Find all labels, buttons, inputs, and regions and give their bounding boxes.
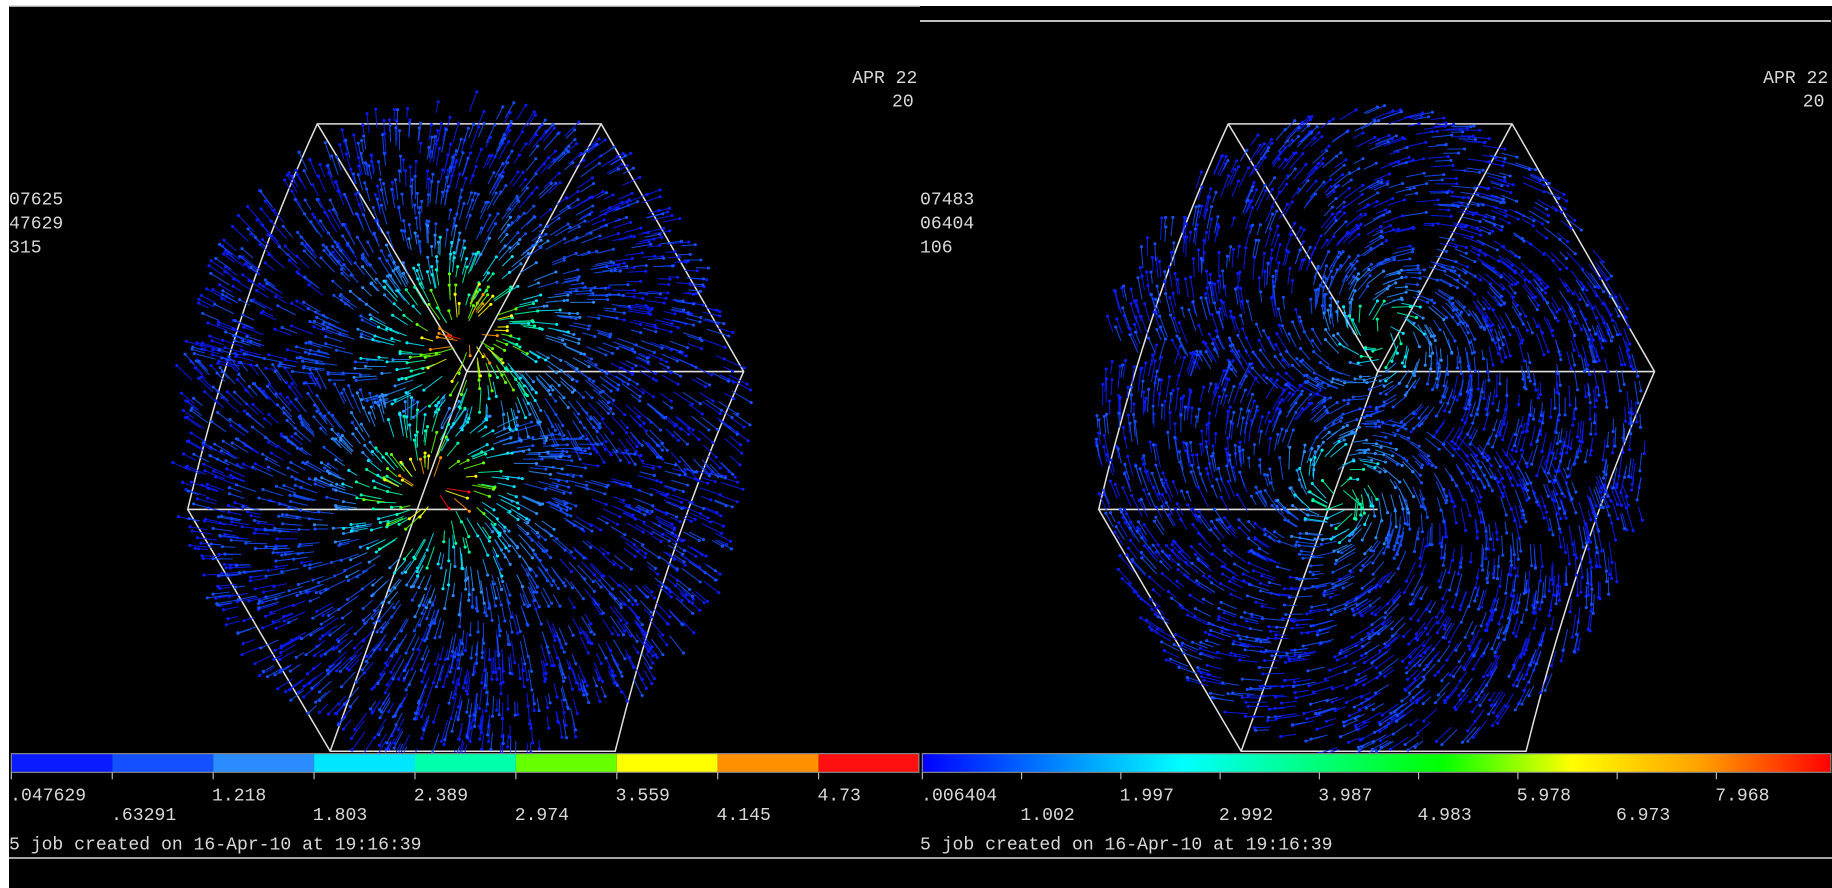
legend-label: .006404 xyxy=(921,786,997,806)
vector-arrows xyxy=(399,294,498,512)
vector-arrows xyxy=(1309,300,1417,529)
legend-label: 4.73 xyxy=(817,786,860,806)
info-text: 07483 xyxy=(920,190,974,210)
vector-arrows xyxy=(439,334,470,509)
colorbar xyxy=(922,753,1831,773)
vector-arrows xyxy=(356,252,540,569)
vector-arrow-tips xyxy=(1293,299,1426,545)
legend-label: 3.559 xyxy=(616,786,670,806)
legend-label: 4.145 xyxy=(717,806,771,826)
info-text: 06404 xyxy=(920,214,974,234)
footer-text: 5 job created on 16-Apr-10 at 19:16:39 xyxy=(9,835,422,855)
legend-label: 2.389 xyxy=(414,786,468,806)
colorbar-segment xyxy=(314,753,415,773)
vector-arrows xyxy=(172,91,751,765)
legend-label: 1.803 xyxy=(313,806,367,826)
colorbar-segment xyxy=(112,753,214,773)
legend-label: 7.968 xyxy=(1715,786,1769,806)
footer-text: 5 job created on 16-Apr-10 at 19:16:39 xyxy=(920,835,1332,855)
legend-label: 1.218 xyxy=(212,786,266,806)
colorbar-segment xyxy=(818,753,920,773)
colorbar-border xyxy=(921,753,1832,773)
vector-arrow-tips xyxy=(1094,104,1643,759)
vector-arrow-tips xyxy=(1276,267,1454,562)
colorbar-segment xyxy=(414,753,516,773)
vector-arrow-tips xyxy=(1308,299,1419,530)
left-panel: APR 22 20 07625 47629 315 .047629 .63291 1.218 1… xyxy=(9,4,920,855)
date: APR 22 xyxy=(852,69,917,89)
legend-label: 6.973 xyxy=(1616,806,1670,826)
colorbar-border xyxy=(10,753,920,773)
vector-arrow-tips xyxy=(341,235,570,591)
colorbar-segment xyxy=(213,753,315,773)
date: APR 22 xyxy=(1763,69,1828,89)
year: 20 xyxy=(1803,92,1825,112)
info-text: 47629 xyxy=(9,214,63,234)
vector-arrow-tips xyxy=(398,293,499,513)
legend-label: .63291 xyxy=(111,806,176,826)
legend-label: 1.997 xyxy=(1120,786,1174,806)
cube-edges xyxy=(1098,123,1655,752)
colorbar-segment xyxy=(11,753,113,773)
year: 20 xyxy=(892,92,914,112)
legend-label: 1.002 xyxy=(1020,806,1074,826)
vector-arrows xyxy=(184,102,752,766)
colorbar-segment xyxy=(717,753,819,773)
legend-label: .047629 xyxy=(10,786,86,806)
legend-label: 3.987 xyxy=(1318,786,1372,806)
info-text: 315 xyxy=(9,238,42,258)
vector-arrow-tips xyxy=(312,215,596,619)
legend-label: 4.983 xyxy=(1417,806,1471,826)
vector-arrows xyxy=(1277,269,1453,561)
info-text: 07625 xyxy=(9,190,63,210)
legend-label: 2.992 xyxy=(1219,806,1273,826)
vector-arrow-tips xyxy=(446,333,471,511)
vector-arrow-tips xyxy=(383,282,514,521)
colorbar-segment xyxy=(515,753,617,773)
vector-arrows xyxy=(384,284,512,520)
legend-label: 2.974 xyxy=(515,806,569,826)
info-text: 106 xyxy=(920,238,953,258)
cube-outline xyxy=(1097,123,1656,753)
vector-arrow-tips xyxy=(354,250,542,570)
legend-label: 5.978 xyxy=(1517,786,1571,806)
right-panel: APR 22 20 07483 06404 106 .006404 1.002 1.997 2.… xyxy=(920,20,1832,855)
cube-edges xyxy=(187,123,744,752)
colorbar-segment xyxy=(616,753,718,773)
